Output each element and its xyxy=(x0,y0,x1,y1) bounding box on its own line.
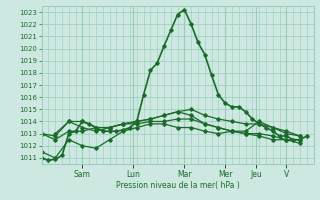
X-axis label: Pression niveau de la mer( hPa ): Pression niveau de la mer( hPa ) xyxy=(116,181,239,190)
